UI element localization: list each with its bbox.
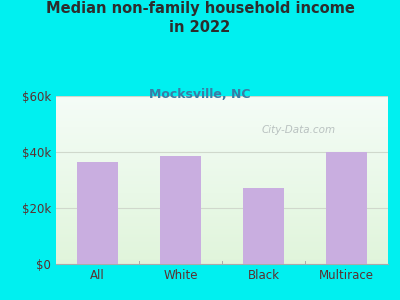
Bar (77, 162, 118, 264)
Text: Mocksville, NC: Mocksville, NC (149, 88, 251, 101)
Text: Median non-family household income
in 2022: Median non-family household income in 20… (46, 2, 354, 34)
Bar (243, 188, 284, 264)
Bar (160, 156, 201, 264)
Text: City-Data.com: City-Data.com (261, 124, 336, 135)
Bar (326, 152, 367, 264)
